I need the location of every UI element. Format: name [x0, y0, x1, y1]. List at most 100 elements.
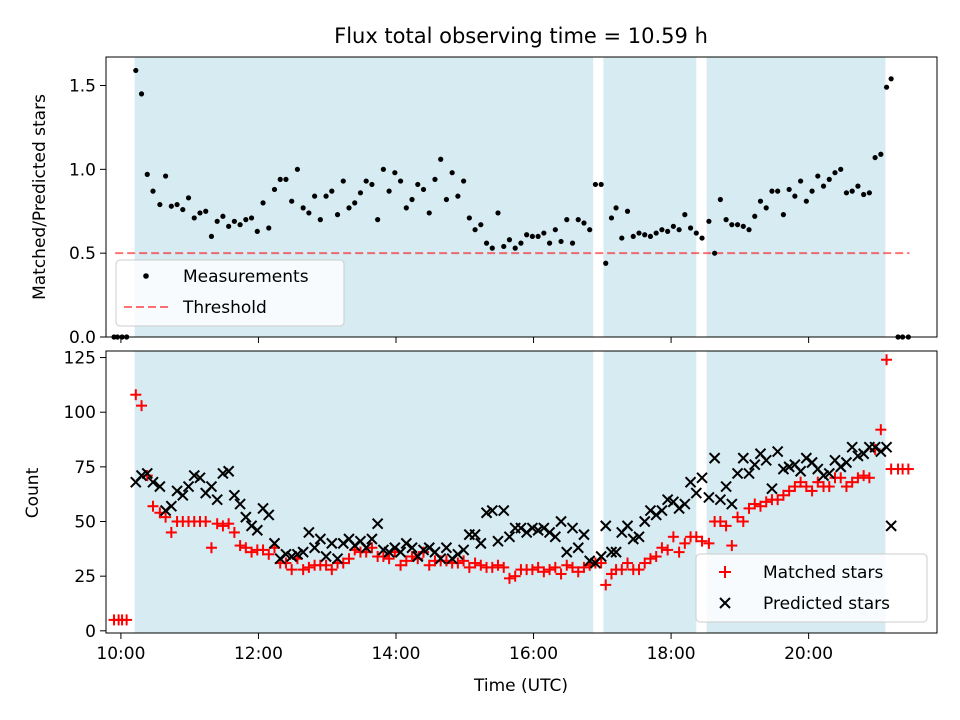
matched-star-point [633, 564, 645, 576]
predicted-star-point [743, 467, 755, 480]
measurement-point [375, 217, 381, 223]
predicted-star-point [572, 542, 584, 554]
measurement-point [687, 225, 694, 231]
measurement-point [775, 188, 781, 194]
measurement-point [798, 178, 804, 184]
top-axes-frame [105, 56, 938, 338]
measurement-point [294, 166, 301, 172]
matched-star-point [343, 553, 355, 565]
measurement-point [489, 245, 495, 251]
matched-star-point [800, 481, 812, 493]
matched-star-point [234, 540, 246, 552]
predicted-star-point [766, 483, 778, 495]
matched-star-point [789, 481, 801, 493]
measurement-point [506, 237, 513, 243]
measurement-point [220, 213, 226, 219]
predicted-star-point [760, 454, 772, 467]
predicted-star-point [714, 493, 727, 506]
measurement-point [598, 181, 604, 188]
measurement-point [455, 193, 461, 199]
matched-star-point [555, 568, 567, 580]
legend-matched-label: Matched stars [763, 563, 883, 583]
predicted-star-point [182, 480, 195, 493]
predicted-star-point [177, 489, 189, 501]
measurement-point [888, 76, 894, 82]
predicted-star-point [331, 552, 344, 565]
matched-star-point [205, 542, 217, 554]
matched-star-point [749, 498, 761, 510]
matched-star-point [823, 481, 835, 493]
predicted-star-point [696, 472, 708, 484]
x-tick-label: 16:00 [509, 644, 558, 664]
predicted-star-point [605, 546, 618, 558]
predicted-star-point [794, 465, 807, 477]
matched-star-point [812, 476, 824, 488]
matched-star-point [423, 559, 435, 571]
measurement-point [197, 210, 203, 216]
matched-star-point [875, 424, 887, 436]
measurement-point [581, 220, 587, 226]
measurement-point [357, 190, 364, 196]
matched-star-point [469, 557, 481, 569]
matched-star-point [561, 559, 573, 571]
x-tick-label: 10:00 [96, 644, 145, 664]
predicted-star-point [251, 524, 264, 536]
measurement-point [670, 223, 676, 229]
top-legend: Measurements Threshold [115, 259, 345, 327]
predicted-star-point [846, 441, 858, 453]
measurement-point [392, 170, 398, 176]
predicted-star-point [394, 546, 407, 558]
measurement-point [682, 212, 688, 218]
measurement-point [608, 215, 615, 221]
matched-star-point [165, 526, 177, 538]
measurement-point [163, 173, 169, 179]
measurement-point [546, 240, 553, 246]
measurement-point [495, 210, 501, 216]
matched-star-point [400, 555, 412, 567]
predicted-star-point [708, 452, 721, 464]
predicted-star-point [498, 504, 510, 517]
measurement-point [826, 176, 832, 182]
matched-star-point [417, 546, 429, 558]
measurement-point [461, 178, 467, 184]
predicted-star-point [703, 491, 715, 504]
matched-star-point [846, 476, 858, 488]
measurement-point [792, 193, 798, 199]
predicted-star-point [684, 476, 697, 488]
matched-star-point [121, 614, 133, 626]
shaded-region-2 [603, 351, 697, 633]
bottom-y-ticks: 0 25 50 75 100 125 [64, 349, 106, 642]
measurement-point [699, 235, 705, 241]
matched-star-point [406, 550, 418, 562]
matched-star-point [777, 489, 789, 501]
bottom-legend: Matched stars Predicted stars [695, 553, 928, 623]
measurement-point [478, 222, 484, 228]
predicted-star-point [205, 480, 218, 493]
measurement-point [426, 210, 432, 216]
y-tick-label: 50 [74, 513, 96, 533]
measurement-point [809, 188, 815, 194]
top-legend-box [115, 259, 345, 327]
matched-star-point [257, 544, 269, 556]
measurement-point [763, 205, 769, 211]
matched-star-point [760, 496, 772, 508]
measurement-point [512, 245, 518, 251]
predicted-star-point [228, 489, 241, 501]
measurement-point [564, 217, 570, 223]
measurement-point [558, 238, 564, 245]
matched-star-point [492, 559, 504, 571]
measurement-point [740, 223, 746, 229]
measurement-point [243, 217, 249, 223]
matched-star-point [840, 481, 852, 493]
matched-star-point [160, 511, 172, 523]
predicted-star-point [595, 550, 607, 563]
measurement-point [133, 67, 139, 74]
matched-star-point [726, 540, 738, 552]
matched-star-point [863, 472, 875, 484]
matched-star-point [223, 518, 235, 530]
matched-star-point [858, 470, 870, 482]
matched-star-point [538, 566, 550, 578]
measurement-point [438, 156, 444, 162]
legend-matched-marker [719, 566, 731, 578]
